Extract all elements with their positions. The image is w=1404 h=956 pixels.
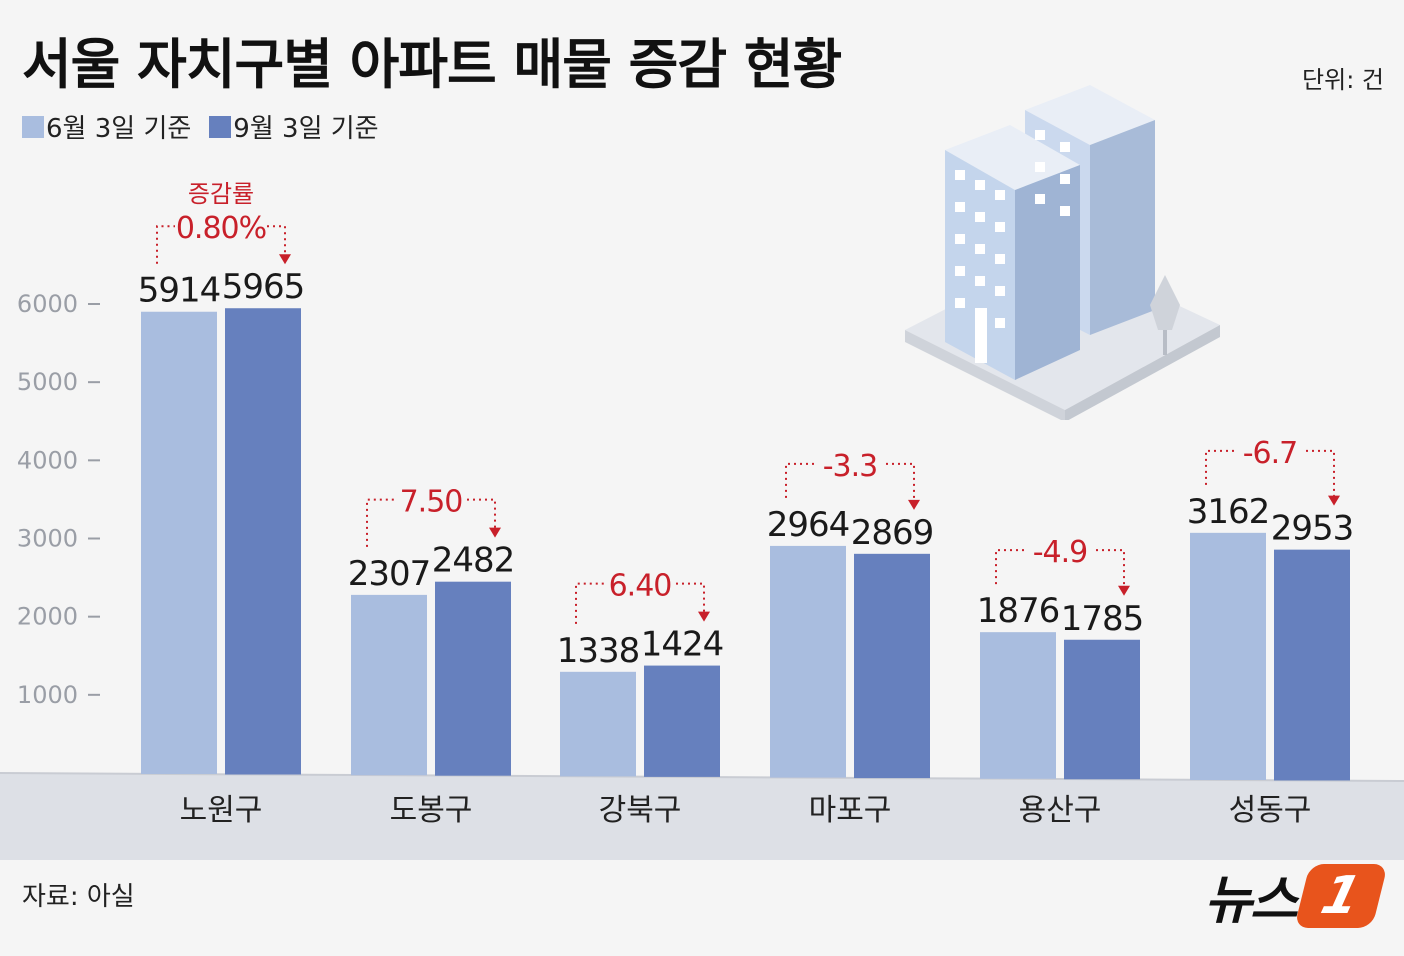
bar-june-5 <box>1190 532 1266 780</box>
logo-badge-number: 1 <box>1315 865 1367 926</box>
y-tick-label-6000: 6000 <box>17 290 78 318</box>
value-label-sept-0: 5965 <box>222 267 305 307</box>
category-label-0: 노원구 <box>180 793 263 828</box>
change-arrow-3 <box>908 499 920 510</box>
change-arrow-1 <box>489 527 501 538</box>
change-bracket-right-2 <box>676 582 705 612</box>
change-label-0: 0.80% <box>176 211 266 246</box>
change-bracket-right-1 <box>467 498 496 528</box>
category-label-5: 성동구 <box>1229 793 1312 828</box>
change-bracket-right-4 <box>1096 549 1125 586</box>
y-tick-label-5000: 5000 <box>17 368 78 396</box>
source-note: 자료: 아실 <box>22 882 135 912</box>
change-title: 증감률 <box>188 180 254 208</box>
change-label-1: 7.50 <box>400 485 463 520</box>
change-bracket-left-2 <box>575 582 604 624</box>
value-label-sept-3: 2869 <box>851 513 934 553</box>
value-label-june-3: 2964 <box>767 505 850 545</box>
value-label-june-0: 5914 <box>138 271 221 311</box>
bar-june-4 <box>980 632 1056 779</box>
category-label-1: 도봉구 <box>390 793 473 828</box>
legend: 6월 3일 기준 9월 3일 기준 <box>22 108 397 145</box>
logo-text: 뉴스 <box>1204 871 1298 931</box>
value-label-june-2: 1338 <box>557 631 640 671</box>
value-label-june-4: 1876 <box>977 591 1060 631</box>
value-label-sept-1: 2482 <box>432 541 515 581</box>
change-bracket-left-1 <box>366 498 395 547</box>
y-tick-label-3000: 3000 <box>17 525 78 553</box>
value-label-june-1: 2307 <box>348 554 431 594</box>
change-arrow-5 <box>1328 495 1340 506</box>
change-bracket-right-3 <box>886 462 915 500</box>
change-bracket-right-0 <box>267 225 286 255</box>
change-label-5: -6.7 <box>1243 436 1298 471</box>
bar-sept-1 <box>435 581 511 776</box>
change-bracket-left-4 <box>995 549 1024 585</box>
y-tick-label-2000: 2000 <box>17 603 78 631</box>
bar-june-1 <box>351 594 427 776</box>
change-bracket-right-5 <box>1306 449 1335 496</box>
legend-swatch-sept <box>209 115 232 138</box>
news1-logo: 뉴스 1 <box>1204 858 1388 933</box>
bar-sept-4 <box>1064 639 1140 780</box>
change-bracket-left-5 <box>1205 449 1234 485</box>
change-label-4: -4.9 <box>1033 535 1088 570</box>
change-arrow-0 <box>279 254 291 265</box>
category-label-2: 강북구 <box>599 793 682 828</box>
category-label-3: 마포구 <box>809 793 892 828</box>
change-arrow-4 <box>1118 585 1130 596</box>
bar-june-2 <box>560 671 636 777</box>
change-bracket-left-0 <box>156 225 175 264</box>
bar-sept-0 <box>225 308 301 775</box>
value-label-sept-2: 1424 <box>641 625 724 665</box>
chart-floor <box>0 773 1404 860</box>
logo-badge: 1 <box>1294 863 1388 928</box>
legend-item-june: 6월 3일 기준 <box>22 108 191 145</box>
bar-june-0 <box>141 311 217 775</box>
legend-item-sept: 9월 3일 기준 <box>209 108 379 145</box>
bar-sept-3 <box>854 553 930 779</box>
legend-label-june: 6월 3일 기준 <box>46 114 192 144</box>
value-label-june-5: 3162 <box>1187 492 1270 532</box>
change-label-2: 6.40 <box>609 569 672 604</box>
change-label-3: -3.3 <box>823 449 878 484</box>
legend-label-sept: 9월 3일 기준 <box>233 114 379 144</box>
chart-title: 서울 자치구별 아파트 매물 증감 현황 <box>22 33 842 96</box>
bar-sept-5 <box>1274 549 1350 781</box>
bar-sept-2 <box>644 665 720 777</box>
y-tick-label-1000: 1000 <box>17 681 78 709</box>
value-label-sept-4: 1785 <box>1061 599 1144 639</box>
bar-chart: 1000 2000 3000 4000 5000 6000 5914 5965 노원구 2307… <box>0 180 1404 860</box>
apartment-building-illustration <box>905 85 1220 420</box>
legend-swatch-june <box>22 115 44 138</box>
change-bracket-left-3 <box>785 462 814 498</box>
category-label-4: 용산구 <box>1019 793 1102 828</box>
unit-label: 단위: 건 <box>1302 66 1384 94</box>
change-arrow-2 <box>698 611 710 622</box>
y-tick-label-4000: 4000 <box>17 446 78 474</box>
value-label-sept-5: 2953 <box>1271 509 1354 549</box>
bar-june-3 <box>770 545 846 778</box>
